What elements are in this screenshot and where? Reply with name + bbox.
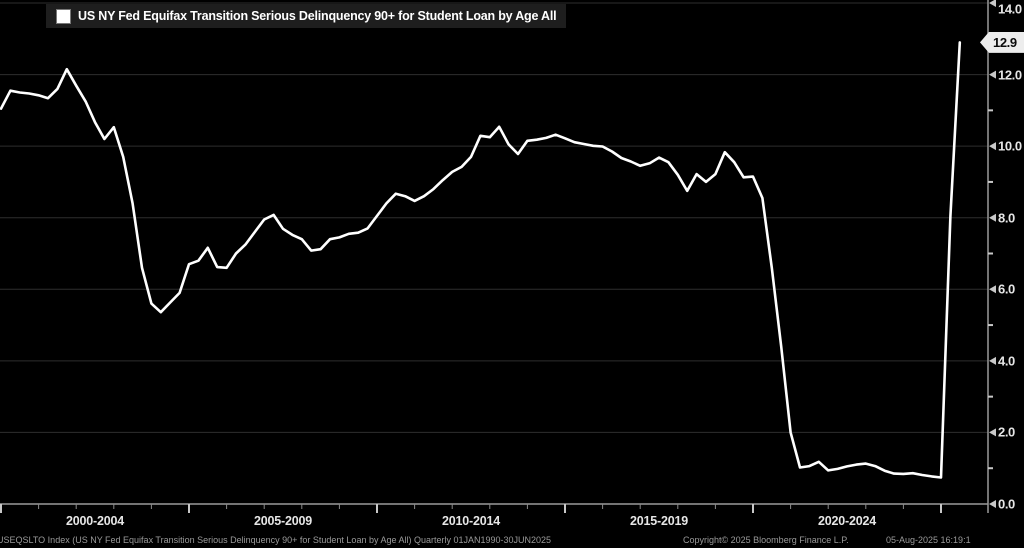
y-axis-label-0.0: 0.0 [998,496,1015,512]
y-axis-label-12.0: 12.0 [998,67,1022,83]
x-axis-label-2005-2009: 2005-2009 [254,514,312,528]
y-axis-label-6.0: 6.0 [998,281,1015,297]
x-axis-label-2000-2004: 2000-2004 [66,514,124,528]
y-tick-pointer-icon [989,70,996,79]
y-tick-pointer-icon [989,356,996,365]
y-axis-label-14.0: 14.0 [998,1,1022,17]
y-axis-label-10.0: 10.0 [998,138,1022,154]
legend-item-series[interactable]: US NY Fed Equifax Transition Serious Del… [46,4,567,28]
series-label: US NY Fed Equifax Transition Serious Del… [78,9,557,23]
x-axis-label-2010-2014: 2010-2014 [442,514,500,528]
y-tick-pointer-icon [989,428,996,437]
y-axis-label-8.0: 8.0 [998,210,1015,226]
y-tick-pointer-icon [989,0,996,7]
y-tick-pointer-icon [989,500,996,508]
y-tick-pointer-icon [989,142,996,151]
y-tick-pointer-icon [989,285,996,294]
series-swatch-icon [56,8,71,24]
footer-bar: USEQSLTO Index (US NY Fed Equifax Transi… [0,535,1024,548]
last-value-badge: 12.9 [980,31,1024,53]
y-tick-pointer-icon [989,213,996,222]
y-axis-label-2.0: 2.0 [998,424,1015,440]
x-axis-label-2015-2019: 2015-2019 [630,514,688,528]
series-line[interactable] [0,41,962,479]
footer-security-info: USEQSLTO Index (US NY Fed Equifax Transi… [0,535,552,545]
y-axis-label-4.0: 4.0 [998,353,1015,369]
x-axis-label-2020-2024: 2020-2024 [818,514,876,528]
footer-copyright: Copyright© 2025 Bloomberg Finance L.P. [683,535,849,545]
last-value-text: 12.9 [993,34,1017,50]
footer-timestamp: 05-Aug-2025 16:19:1 [886,535,971,545]
